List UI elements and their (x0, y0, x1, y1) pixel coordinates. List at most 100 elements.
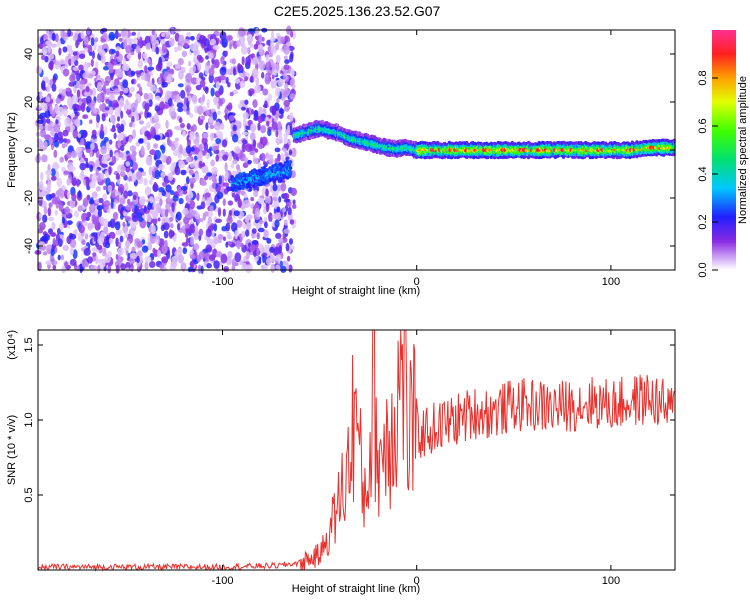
noise-speckle (266, 120, 270, 127)
noise-speckle (89, 119, 93, 124)
noise-speckle (167, 172, 174, 182)
noise-speckle (138, 120, 145, 125)
noise-speckle (174, 63, 181, 70)
noise-speckle (59, 156, 64, 163)
noise-speckle (85, 95, 92, 104)
noise-speckle (47, 207, 52, 217)
spectrogram-marks (34, 25, 676, 275)
noise-speckle (189, 35, 195, 41)
noise-speckle (177, 185, 183, 193)
noise-speckle (170, 106, 175, 112)
noise-speckle (235, 196, 241, 201)
noise-speckle (100, 38, 106, 43)
noise-speckle (49, 62, 54, 71)
noise-speckle (229, 91, 234, 97)
noise-speckle (136, 255, 140, 264)
noise-speckle (45, 169, 52, 176)
noise-speckle (52, 264, 57, 270)
noise-speckle (202, 94, 205, 103)
noise-speckle (151, 36, 157, 46)
noise-speckle (149, 84, 157, 92)
noise-speckle (69, 258, 77, 266)
noise-speckle (273, 79, 277, 89)
noise-speckle (80, 103, 86, 112)
noise-speckle (45, 260, 52, 266)
noise-speckle (66, 138, 71, 144)
noise-speckle (238, 27, 245, 37)
noise-speckle (83, 62, 89, 70)
noise-speckle (147, 202, 153, 211)
noise-speckle (124, 240, 131, 248)
noise-speckle (94, 37, 99, 43)
noise-speckle (146, 141, 151, 151)
noise-speckle (71, 193, 77, 202)
noise-speckle (83, 36, 88, 46)
noise-speckle (194, 225, 198, 233)
noise-speckle (205, 152, 210, 160)
noise-speckle (205, 109, 211, 116)
noise-speckle (185, 156, 192, 163)
noise-speckle (280, 265, 287, 273)
noise-speckle (225, 76, 229, 84)
noise-speckle (98, 197, 104, 204)
noise-speckle (41, 103, 48, 112)
noise-speckle (122, 221, 126, 227)
noise-speckle (196, 54, 203, 61)
noise-speckle (275, 54, 281, 64)
noise-speckle (81, 239, 86, 245)
noise-speckle (44, 55, 49, 63)
noise-speckle (154, 196, 161, 202)
noise-speckle (130, 102, 137, 112)
noise-speckle (177, 83, 184, 88)
noise-speckle (224, 113, 228, 121)
noise-speckle (190, 146, 195, 152)
noise-speckle (97, 264, 101, 274)
noise-speckle (40, 171, 44, 181)
noise-speckle (62, 129, 69, 137)
noise-speckle (148, 180, 153, 185)
noise-speckle (291, 147, 297, 158)
noise-speckle (115, 264, 120, 274)
noise-speckle (275, 43, 279, 51)
noise-speckle (120, 110, 124, 119)
noise-speckle (166, 155, 172, 165)
noise-speckle (37, 261, 42, 272)
noise-speckle (193, 231, 199, 241)
noise-speckle (250, 197, 255, 202)
noise-speckle (60, 234, 64, 240)
noise-speckle (289, 238, 293, 245)
noise-speckle (225, 222, 231, 232)
noise-speckle (117, 183, 125, 194)
noise-speckle (96, 244, 103, 250)
noise-speckle (168, 37, 175, 47)
noise-speckle (251, 109, 254, 115)
noise-speckle (58, 58, 66, 65)
noise-speckle (148, 166, 153, 176)
noise-speckle (52, 75, 57, 84)
noise-speckle (254, 84, 261, 94)
noise-speckle (153, 154, 158, 161)
noise-speckle (234, 146, 241, 154)
noise-speckle (154, 105, 161, 112)
noise-speckle (160, 224, 165, 232)
noise-speckle (218, 151, 223, 158)
noise-speckle (180, 123, 185, 128)
noise-speckle (245, 222, 252, 230)
noise-speckle (250, 75, 254, 82)
noise-speckle (116, 178, 121, 185)
noise-speckle (245, 124, 252, 130)
noise-speckle (193, 50, 198, 56)
noise-speckle (269, 246, 275, 253)
noise-speckle (208, 67, 215, 76)
noise-speckle (186, 110, 191, 116)
noise-speckle (236, 164, 240, 171)
noise-speckle (104, 126, 108, 136)
noise-speckle (115, 173, 120, 180)
noise-speckle (141, 171, 147, 177)
noise-speckle (70, 125, 75, 131)
noise-speckle (93, 216, 99, 226)
noise-speckle (143, 92, 149, 100)
noise-speckle (185, 72, 193, 83)
noise-speckle (181, 50, 188, 58)
noise-speckle (42, 251, 48, 256)
